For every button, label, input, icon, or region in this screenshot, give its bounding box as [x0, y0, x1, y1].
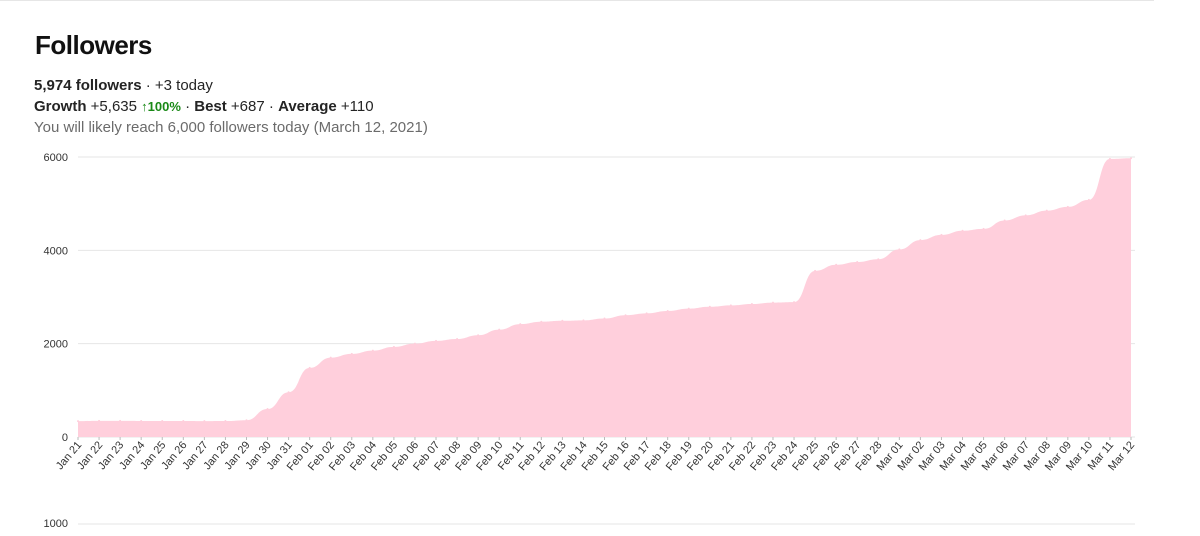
- data-point: [708, 305, 711, 308]
- data-point: [329, 356, 332, 359]
- data-point: [287, 391, 290, 394]
- data-point: [603, 317, 606, 320]
- data-point: [561, 319, 564, 322]
- data-point: [435, 339, 438, 342]
- ytick-label: 2000: [44, 339, 68, 351]
- forecast-text: You will likely reach 6,000 followers to…: [34, 119, 428, 136]
- data-point: [771, 301, 774, 304]
- data-point: [940, 233, 943, 236]
- top-divider: [0, 0, 1154, 1]
- second-chart-ytick-label: 1000: [44, 518, 68, 530]
- data-point: [392, 345, 395, 348]
- data-point: [477, 334, 480, 337]
- data-point: [1045, 209, 1048, 212]
- data-point: [266, 408, 269, 410]
- data-point: [877, 258, 880, 261]
- data-point: [793, 301, 796, 304]
- data-point: [182, 420, 185, 423]
- data-point: [856, 261, 859, 263]
- data-point: [624, 314, 627, 317]
- followers-area-series: [78, 158, 1131, 438]
- data-point: [961, 229, 964, 232]
- ytick-label: 4000: [44, 245, 68, 257]
- data-point: [1003, 219, 1006, 222]
- data-point: [1108, 157, 1111, 160]
- data-point: [119, 419, 122, 422]
- followers-count: 5,974 followers: [34, 77, 142, 94]
- stats-summary: 5,974 followers · +3 today Growth +5,635…: [34, 75, 428, 138]
- today-count: +3 today: [154, 77, 213, 94]
- average-value: +110: [340, 98, 374, 115]
- data-point: [729, 304, 732, 307]
- data-point: [308, 366, 311, 369]
- data-point: [140, 419, 143, 422]
- data-point: [835, 263, 838, 266]
- data-point: [645, 312, 648, 315]
- growth-value: +5,635: [90, 98, 137, 115]
- data-point: [1066, 205, 1069, 208]
- page-title: Followers: [35, 30, 152, 60]
- data-point: [982, 227, 985, 230]
- data-point: [582, 319, 585, 322]
- data-point: [371, 349, 374, 352]
- data-point: [413, 342, 416, 345]
- data-point: [77, 420, 79, 423]
- data-point: [1024, 214, 1027, 217]
- data-point: [540, 320, 543, 323]
- separator: ·: [185, 98, 191, 115]
- data-point: [203, 420, 206, 423]
- growth-row: Growth +5,635 ↑100% · Best +687 · Averag…: [34, 96, 428, 117]
- data-point: [224, 420, 227, 423]
- data-point: [350, 352, 353, 355]
- ytick-label: 6000: [44, 152, 68, 164]
- data-point: [1087, 198, 1090, 201]
- separator: ·: [145, 77, 151, 94]
- ytick-label: 0: [62, 432, 68, 444]
- data-point: [1130, 157, 1132, 160]
- average-label: Average: [278, 98, 337, 115]
- data-point: [498, 328, 501, 331]
- data-point: [687, 307, 690, 310]
- growth-percent: ↑100%: [141, 99, 181, 114]
- best-label: Best: [194, 98, 227, 115]
- data-point: [519, 323, 522, 326]
- best-value: +687: [230, 98, 265, 115]
- separator: ·: [268, 98, 274, 115]
- followers-row: 5,974 followers · +3 today: [34, 75, 428, 96]
- data-point: [161, 420, 164, 423]
- data-point: [245, 419, 248, 422]
- data-point: [898, 248, 901, 251]
- data-point: [666, 310, 669, 312]
- data-point: [456, 338, 459, 340]
- data-point: [750, 303, 753, 305]
- data-point: [919, 239, 922, 242]
- data-point: [98, 419, 101, 422]
- data-point: [814, 269, 817, 272]
- growth-label: Growth: [34, 98, 87, 115]
